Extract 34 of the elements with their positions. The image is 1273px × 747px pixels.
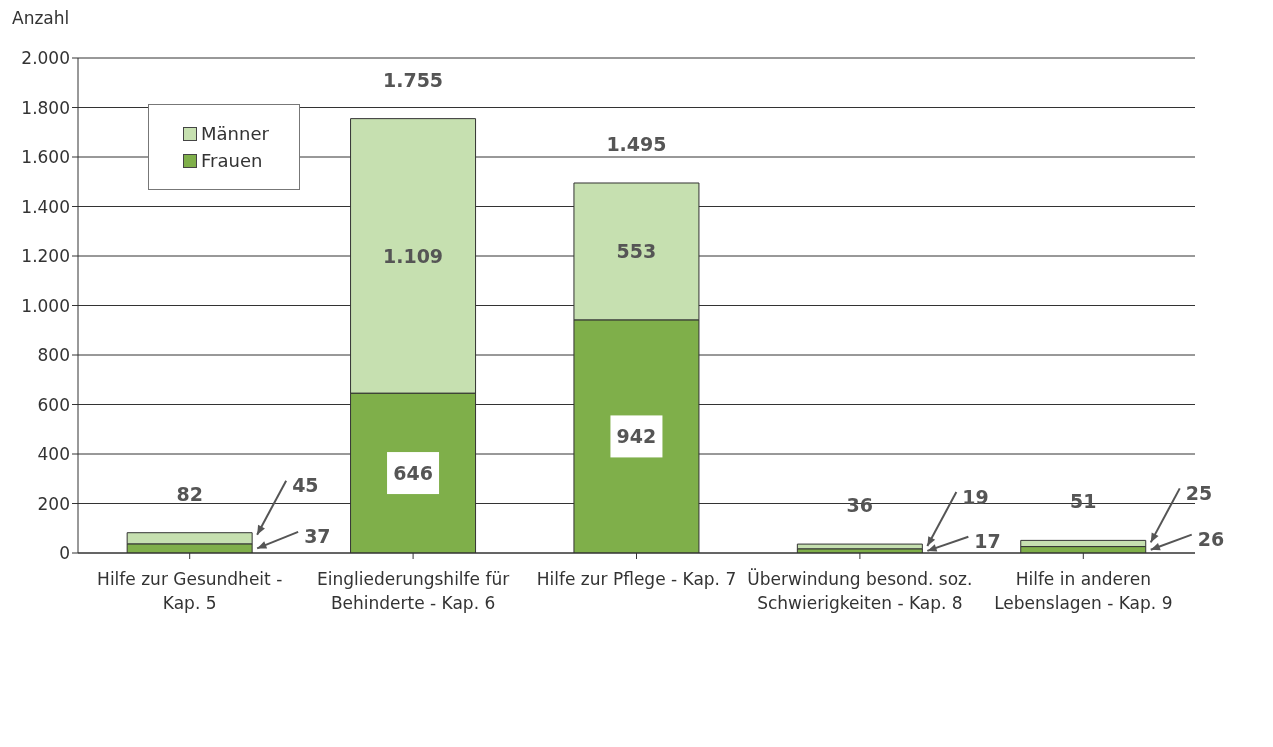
y-tick-label: 2.000 — [21, 48, 70, 69]
y-tick-label: 1.600 — [21, 147, 70, 168]
data-label: 45 — [292, 474, 319, 497]
data-label: 553 — [616, 240, 657, 263]
y-tick-label: 1.400 — [21, 196, 70, 217]
data-label: 17 — [974, 530, 1001, 553]
x-tick-label: Hilfe zur Pflege - Kap. 7 — [536, 569, 737, 589]
data-label: 37 — [304, 525, 331, 548]
y-tick-label: 400 — [37, 444, 70, 465]
legend-label: Frauen — [201, 150, 263, 171]
total-label: 1.495 — [606, 132, 667, 155]
y-tick-label: 1.800 — [21, 97, 70, 118]
data-label: 19 — [962, 485, 989, 508]
legend-label: Männer — [201, 123, 269, 144]
y-tick-label: 1.200 — [21, 246, 70, 267]
data-label: 25 — [1185, 481, 1213, 504]
x-tick-label: Eingliederungshilfe für Behinderte - Kap. 6 — [317, 569, 510, 613]
data-label: 26 — [1197, 528, 1225, 551]
bar — [1020, 539, 1147, 548]
y-axis-title: Anzahl — [12, 8, 70, 28]
y-tick-label: 800 — [37, 345, 70, 366]
x-tick-label: Hilfe zur Gesundheit - Kap. 5 — [97, 569, 283, 613]
x-tick-label: Hilfe in anderen Lebenslagen - Kap. 9 — [994, 569, 1173, 613]
total-label: 1.755 — [382, 68, 444, 91]
y-tick-label: 600 — [37, 394, 70, 415]
bar — [796, 543, 923, 550]
y-tick-label: 200 — [37, 493, 70, 514]
data-label: 1.109 — [382, 244, 444, 267]
x-tick-label: Überwindung besond. soz. Schwierigkeiten - Kap. 8 — [747, 568, 973, 613]
data-label: 646 — [393, 462, 433, 485]
data-label: 942 — [616, 425, 657, 448]
y-tick-label: 1.000 — [21, 295, 70, 316]
total-label: 82 — [176, 482, 203, 505]
y-tick-label: 0 — [59, 543, 70, 564]
